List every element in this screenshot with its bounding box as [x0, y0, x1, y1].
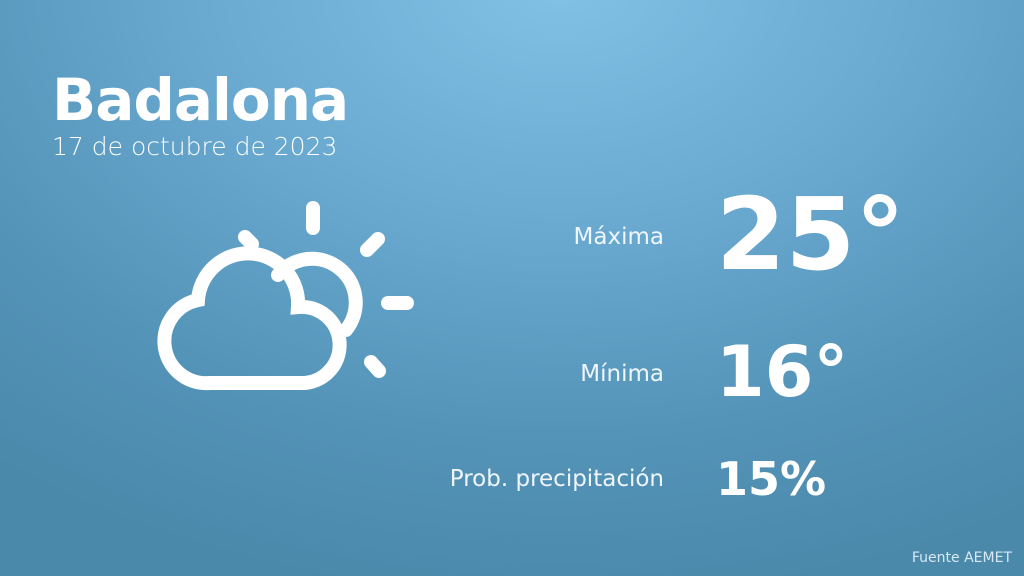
- max-temp-label: Máxima: [573, 224, 664, 250]
- source-credit: Fuente AEMET: [911, 550, 1012, 566]
- partly-cloudy-icon: [157, 201, 414, 391]
- precip-label: Prob. precipitación: [449, 466, 664, 492]
- forecast-date: 17 de octubre de 2023: [52, 132, 338, 161]
- precip-value: 15%: [716, 452, 827, 506]
- max-temp-value: 25°: [716, 176, 906, 293]
- min-temp-value: 16°: [716, 331, 849, 413]
- city-title: Badalona: [52, 66, 349, 134]
- min-temp-label: Mínima: [580, 361, 664, 387]
